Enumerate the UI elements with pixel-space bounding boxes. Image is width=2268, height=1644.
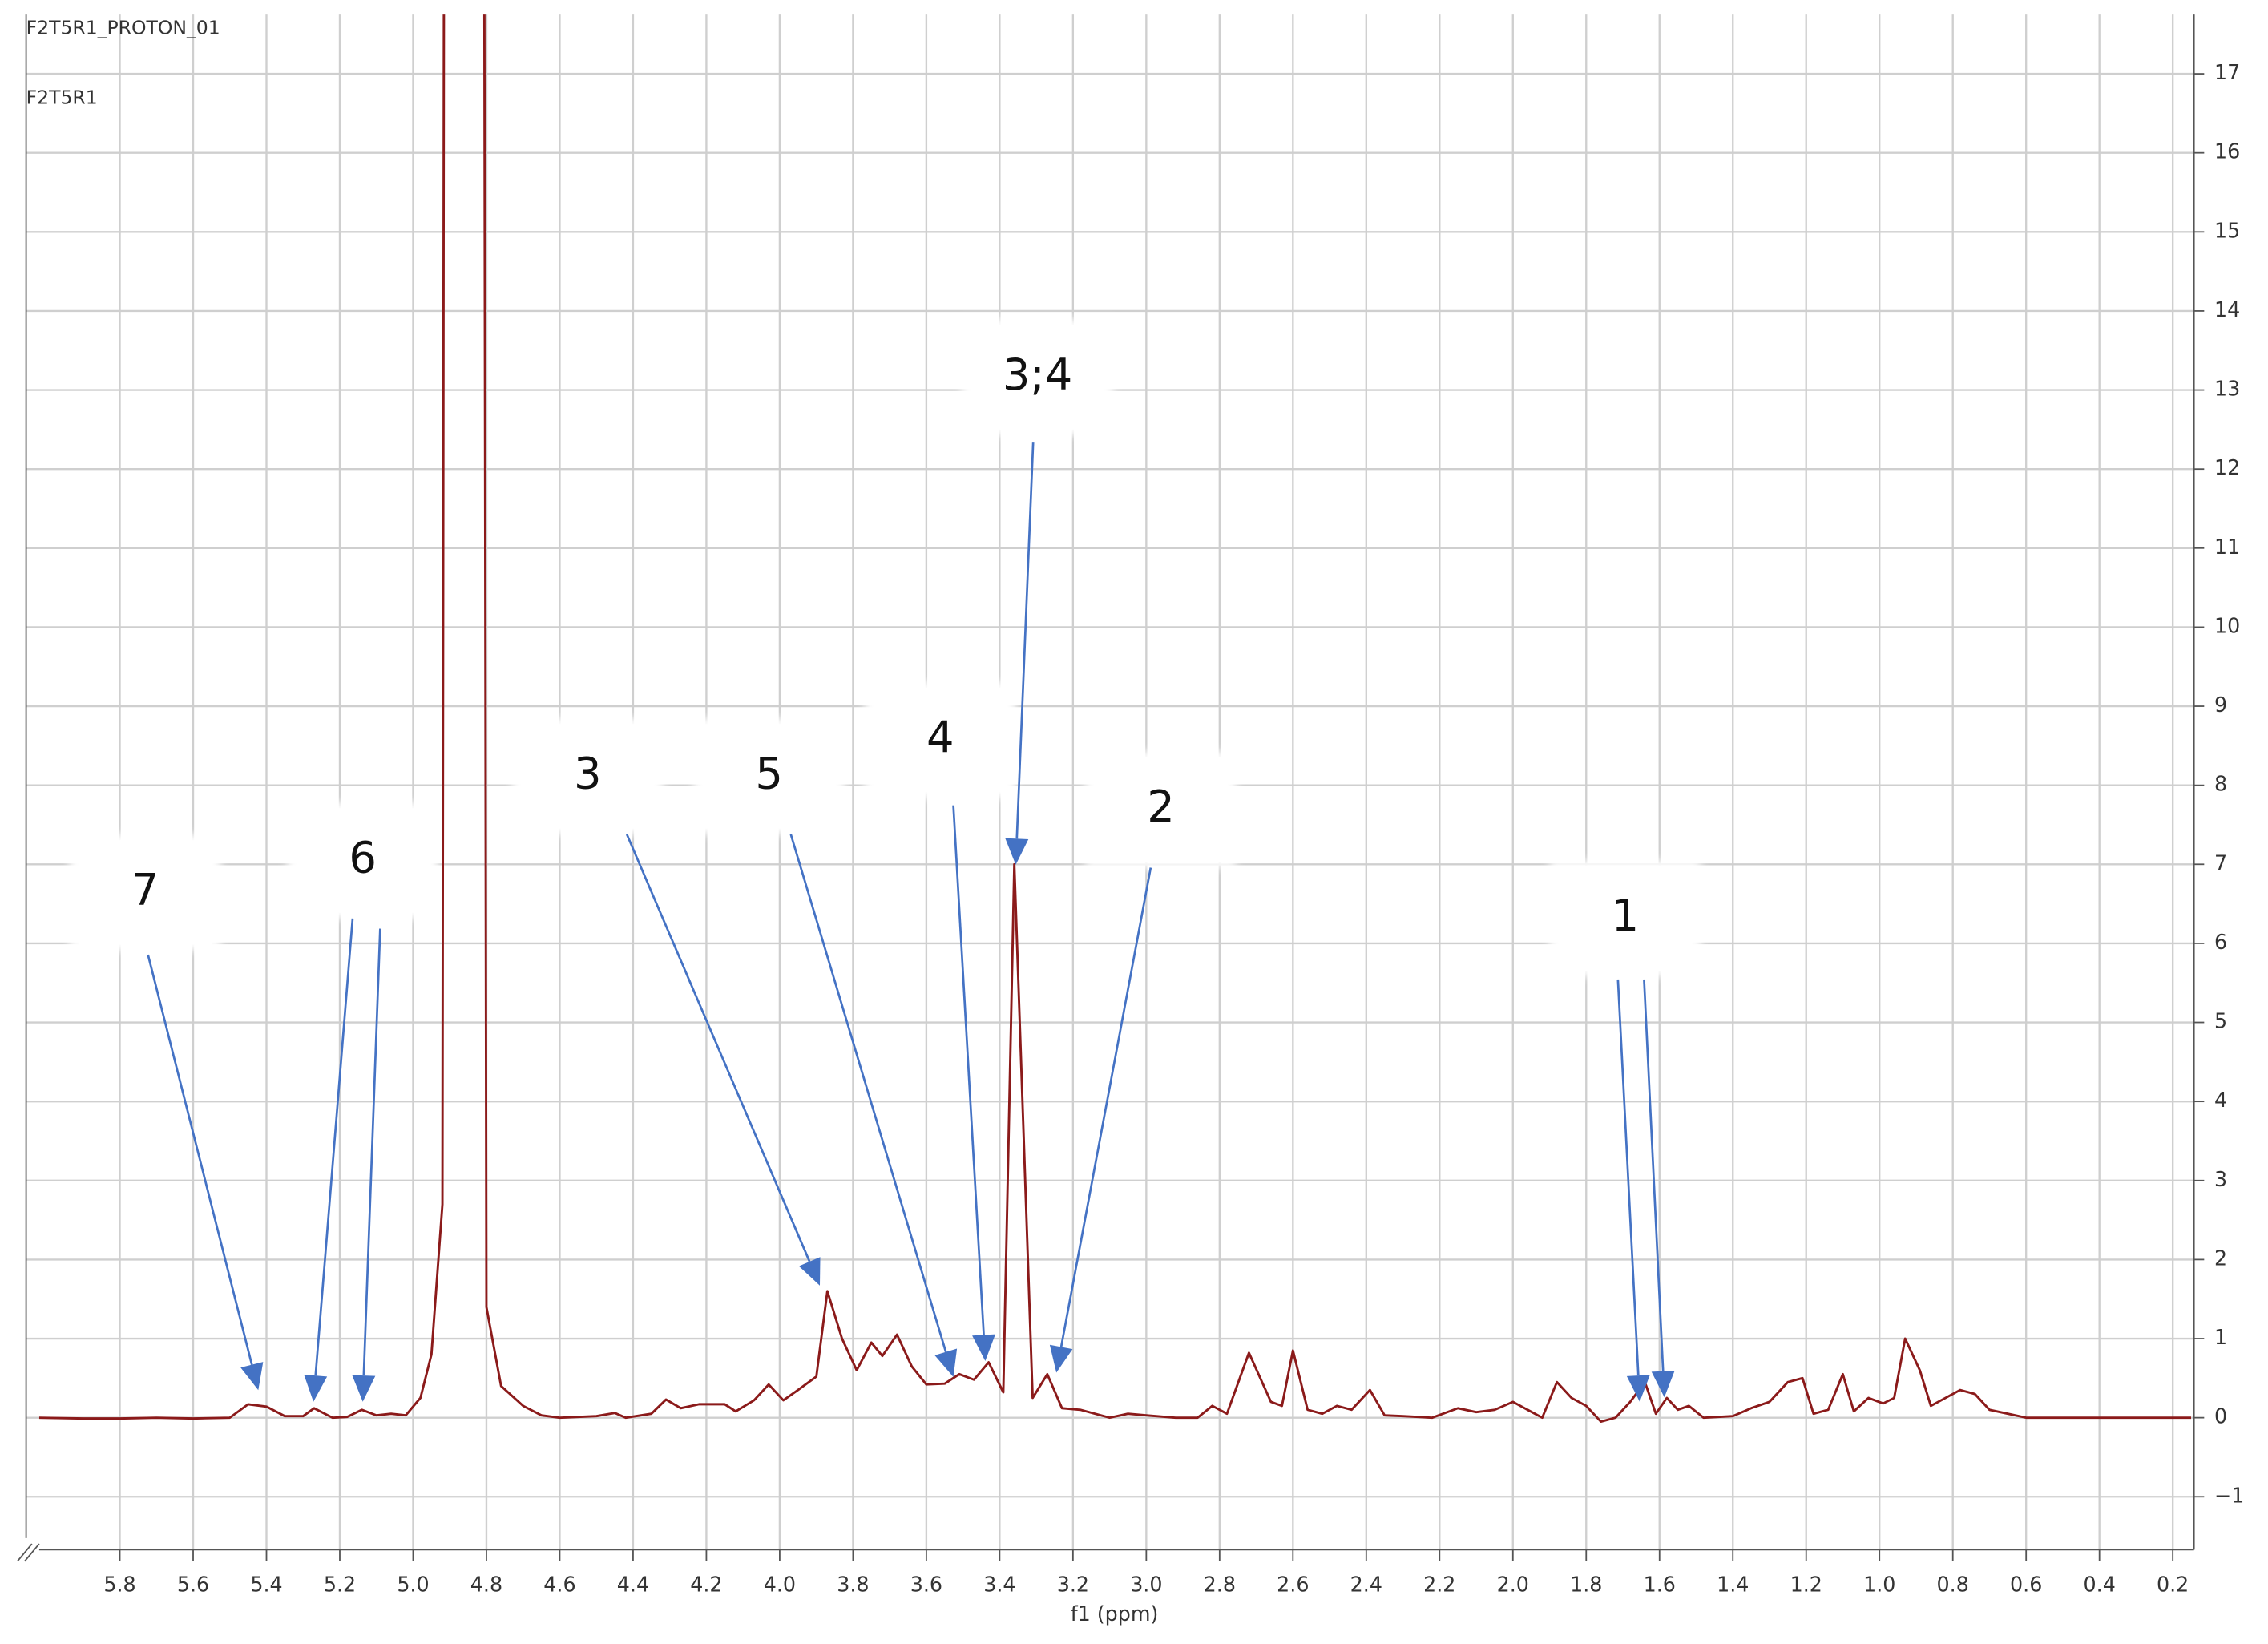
y-tick-label: 0 <box>2214 1404 2227 1428</box>
x-tick-label: 5.2 <box>324 1573 356 1597</box>
x-tick-label: 1.2 <box>1790 1573 1822 1597</box>
y-tick-label: 4 <box>2214 1088 2227 1112</box>
arrow-head <box>1651 1371 1675 1398</box>
y-tick-label: 6 <box>2214 930 2227 954</box>
x-tick-label: 1.0 <box>1863 1573 1895 1597</box>
x-tick-label: 0.4 <box>2084 1573 2116 1597</box>
y-tick-label: 16 <box>2214 139 2240 164</box>
sample-name: F2T5R1 <box>26 87 98 109</box>
annotation-label: 5 <box>755 749 783 799</box>
x-tick-label: 4.4 <box>617 1573 649 1597</box>
x-tick-label: 5.4 <box>250 1573 282 1597</box>
annotation-label: 3 <box>574 749 602 799</box>
y-tick-label: 17 <box>2214 60 2240 84</box>
annotation-label: 2 <box>1147 782 1175 832</box>
x-tick-label: 1.4 <box>1717 1573 1749 1597</box>
arrow-head <box>934 1348 958 1377</box>
annotation-label: 7 <box>131 864 159 915</box>
x-tick-label: 2.8 <box>1204 1573 1236 1597</box>
annotation-arrow <box>1616 979 1640 1376</box>
annotation-box <box>1558 866 1693 971</box>
annotation-arrow <box>1059 867 1152 1347</box>
annotation-box <box>78 840 212 945</box>
x-tick-label: 4.6 <box>543 1573 575 1597</box>
y-tick-label: 12 <box>2214 455 2240 479</box>
annotation-box <box>296 808 430 913</box>
x-tick-label: 4.0 <box>764 1573 796 1597</box>
spectrum-line <box>38 14 2192 1424</box>
x-tick-label: 3.2 <box>1057 1573 1089 1597</box>
annotation-label: 4 <box>926 712 954 762</box>
y-tick-label: 11 <box>2214 535 2240 559</box>
y-tick-label: 9 <box>2214 693 2227 717</box>
x-tick-label: 1.6 <box>1644 1573 1676 1597</box>
y-tick-label: 15 <box>2214 218 2240 242</box>
arrow-head <box>972 1334 996 1362</box>
y-tick-label: 7 <box>2214 850 2227 875</box>
annotation-arrow <box>1643 979 1665 1371</box>
x-tick-label: 4.8 <box>470 1573 502 1597</box>
x-tick-label: 5.8 <box>103 1573 135 1597</box>
axes: 5.8 5.6 5.4 5.2 5.0 4.8 4.6 4.4 4.2 4.0 3.8 3.6 3.4 3… <box>17 14 2244 1597</box>
x-tick-label: 0.2 <box>2157 1573 2189 1597</box>
y-tick-label: 13 <box>2214 377 2240 401</box>
annotation-box <box>702 724 836 829</box>
annotation-box <box>521 724 655 829</box>
annotation-arrow <box>314 918 354 1376</box>
annotation-arrow <box>625 834 811 1262</box>
x-tick-label: 3.8 <box>837 1573 869 1597</box>
annotation-box <box>971 325 1104 430</box>
arrow-head <box>240 1362 264 1391</box>
annotation-box <box>873 688 1007 793</box>
y-tick-label: 14 <box>2214 297 2240 321</box>
y-tick-label: 1 <box>2214 1325 2227 1349</box>
arrow-head <box>798 1257 821 1286</box>
x-tick-label: 3.6 <box>910 1573 942 1597</box>
x-tick-label: 3.0 <box>1130 1573 1162 1597</box>
x-tick-label: 0.8 <box>1937 1573 1969 1597</box>
x-tick-label: 5.0 <box>397 1573 429 1597</box>
annotation-arrow <box>362 928 381 1376</box>
y-tick-label: 8 <box>2214 772 2227 796</box>
axis-break <box>24 1543 40 1562</box>
y-tick-label: 2 <box>2214 1246 2227 1270</box>
annotation-box <box>1094 757 1228 862</box>
annotation-arrow <box>147 954 253 1365</box>
annotation-arrow <box>952 805 985 1335</box>
series <box>38 14 2192 1424</box>
x-tick-label: 2.0 <box>1497 1573 1529 1597</box>
x-tick-label: 3.4 <box>983 1573 1015 1597</box>
annotation-label: 3;4 <box>1003 349 1072 400</box>
annotation-boxes <box>69 319 1701 977</box>
y-tick-label: −1 <box>2214 1483 2244 1507</box>
annotation-label: 6 <box>349 833 377 883</box>
arrow-head <box>1626 1375 1650 1402</box>
x-axis-label: f1 (ppm) <box>1071 1602 1159 1626</box>
arrow-head <box>304 1375 328 1402</box>
annotation-label: 1 <box>1612 891 1640 941</box>
annotation-arrow <box>789 834 947 1353</box>
axis-break <box>17 1543 33 1562</box>
x-tick-label: 0.6 <box>2010 1573 2042 1597</box>
spectrum-name: F2T5R1_PROTON_01 <box>26 17 220 39</box>
x-tick-label: 2.4 <box>1350 1573 1382 1597</box>
x-tick-label: 2.6 <box>1277 1573 1309 1597</box>
x-tick-label: 2.2 <box>1423 1573 1455 1597</box>
annotation-arrow <box>1015 442 1035 839</box>
x-tick-label: 1.8 <box>1570 1573 1602 1597</box>
y-tick-label: 3 <box>2214 1167 2227 1191</box>
arrow-head <box>1005 838 1029 865</box>
arrow-head <box>352 1375 376 1402</box>
arrows <box>147 442 1675 1402</box>
x-tick-label: 5.6 <box>177 1573 209 1597</box>
y-tick-label: 5 <box>2214 1009 2227 1033</box>
y-tick-label: 10 <box>2214 613 2240 637</box>
arrow-head <box>1049 1344 1073 1373</box>
x-tick-label: 4.2 <box>690 1573 722 1597</box>
